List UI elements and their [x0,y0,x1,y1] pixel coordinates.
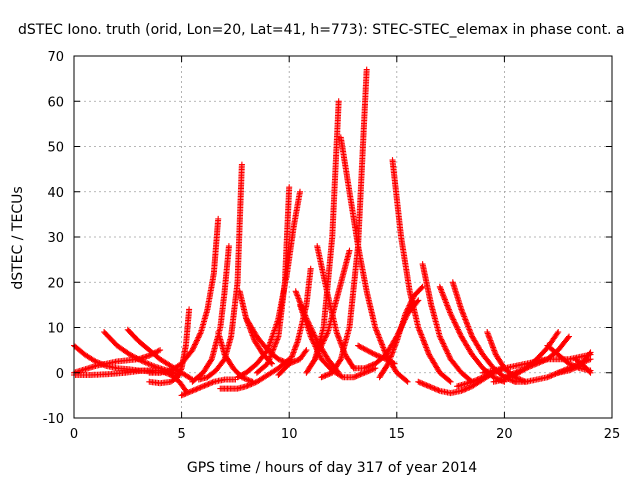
data-point-markers [243,315,310,367]
series-track [376,283,426,381]
data-point-markers [146,215,222,376]
series-track [217,356,293,392]
data-point-markers [217,356,293,392]
data-point-markers [572,356,594,376]
y-tick-label: 50 [47,141,64,156]
series-track [178,376,239,399]
x-tick-label: 15 [389,427,406,442]
series-track [101,329,183,378]
y-tick-label: 0 [56,367,64,382]
series-track [253,184,293,376]
series-track [243,315,310,367]
x-tick-label: 20 [496,427,513,442]
series-track [312,247,353,363]
data-point-markers [253,184,293,376]
x-tick-label: 10 [281,427,298,442]
data-point-markers [376,283,426,381]
y-tick-label: -10 [43,412,64,427]
series-track [389,157,454,385]
y-tick-label: 30 [47,231,64,246]
x-tick-label: 0 [70,427,78,442]
series-track [189,243,232,385]
data-point-markers [312,247,353,363]
ticks: 0 5 10 15 20 25 -10 0 10 20 30 40 50 60 70 [43,50,621,442]
x-axis-label: GPS time / hours of day 317 of year 2014 [187,460,477,476]
y-tick-label: 60 [47,95,64,110]
chart-title: dSTEC Iono. truth (orid, Lon=20, Lat=41,… [18,22,625,38]
series-track [146,215,222,376]
data-point-markers [215,329,256,385]
y-tick-label: 10 [47,322,64,337]
series-track [215,329,256,385]
series-track [419,261,476,385]
data-point-markers [389,157,454,385]
y-tick-label: 40 [47,186,64,201]
data-point-markers [124,326,196,383]
data-point-markers [195,161,245,383]
data-point-markers [189,243,232,385]
y-tick-label: 70 [47,50,64,65]
series-track [195,161,245,383]
data-point-markers [436,283,508,385]
series-track [436,283,508,385]
data-point-markers [297,301,379,381]
x-tick-label: 25 [604,427,621,442]
series-track [124,326,196,383]
data-point-markers [101,329,183,378]
series-track [297,301,379,381]
y-axis-label: dSTEC / TECUs [10,186,26,289]
data-point-markers [178,376,239,399]
y-tick-label: 20 [47,276,64,291]
series-track [501,333,572,381]
x-tick-label: 5 [177,427,185,442]
data-series [71,66,594,399]
data-point-markers [501,333,572,381]
data-point-markers [419,261,476,385]
series-track [572,356,594,376]
